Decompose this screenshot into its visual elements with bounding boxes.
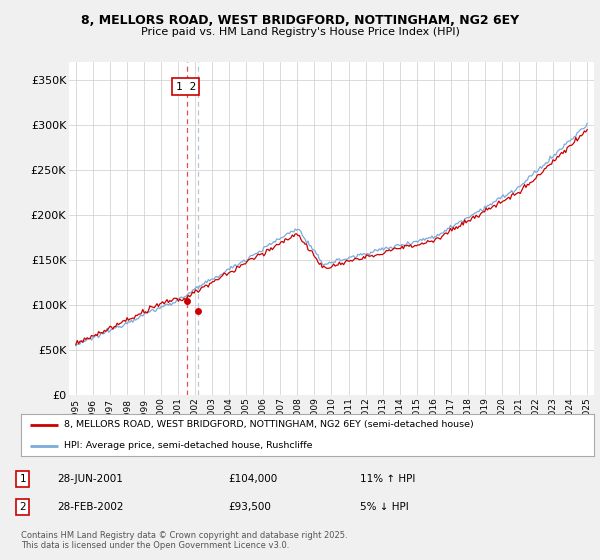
Text: Price paid vs. HM Land Registry's House Price Index (HPI): Price paid vs. HM Land Registry's House … [140, 27, 460, 37]
Text: £104,000: £104,000 [228, 474, 277, 484]
Text: Contains HM Land Registry data © Crown copyright and database right 2025.
This d: Contains HM Land Registry data © Crown c… [21, 531, 347, 550]
Text: 8, MELLORS ROAD, WEST BRIDGFORD, NOTTINGHAM, NG2 6EY: 8, MELLORS ROAD, WEST BRIDGFORD, NOTTING… [81, 14, 519, 27]
Text: 28-FEB-2002: 28-FEB-2002 [57, 502, 124, 512]
Text: 1 2: 1 2 [176, 82, 196, 92]
Text: 8, MELLORS ROAD, WEST BRIDGFORD, NOTTINGHAM, NG2 6EY (semi-detached house): 8, MELLORS ROAD, WEST BRIDGFORD, NOTTING… [64, 421, 474, 430]
Text: 28-JUN-2001: 28-JUN-2001 [57, 474, 123, 484]
Text: 1: 1 [19, 474, 26, 484]
Text: £93,500: £93,500 [228, 502, 271, 512]
Text: 5% ↓ HPI: 5% ↓ HPI [360, 502, 409, 512]
Text: 11% ↑ HPI: 11% ↑ HPI [360, 474, 415, 484]
Text: 2: 2 [19, 502, 26, 512]
Text: HPI: Average price, semi-detached house, Rushcliffe: HPI: Average price, semi-detached house,… [64, 441, 313, 450]
